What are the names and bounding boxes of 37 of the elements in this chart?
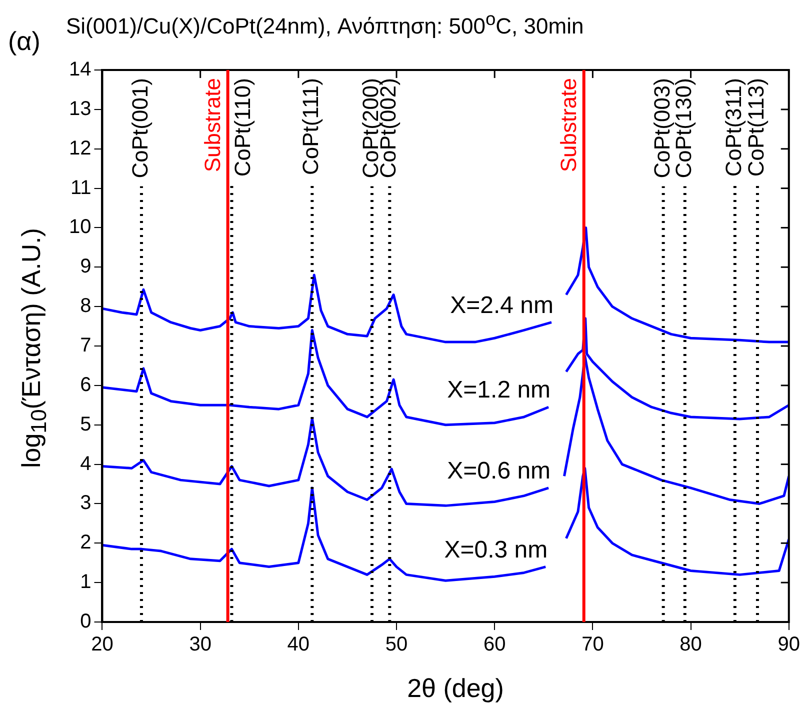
y-tick-label: 5: [80, 413, 92, 436]
x-axis-title: 2θ (deg): [406, 673, 505, 704]
series-label: X=1.2 nm: [447, 376, 551, 404]
x-tick-label: 30: [189, 634, 212, 656]
y-tick-label: 13: [68, 98, 92, 120]
y-tick-label: 1: [80, 571, 92, 594]
series-label: X=0.6 nm: [447, 458, 551, 485]
ref-line-label: CoPt(311): [720, 78, 746, 177]
x-tick-label: 80: [680, 634, 702, 656]
y-tick-label: 2: [80, 532, 92, 554]
y-tick-label: 12: [68, 137, 92, 160]
ref-line-label: CoPt(003): [649, 78, 674, 178]
y-tick-label: 11: [70, 176, 92, 199]
y-tick-label: 4: [80, 452, 92, 475]
y-tick-label: 9: [80, 256, 92, 278]
ref-line-label: CoPt(001): [128, 78, 153, 178]
x-tick-label: 70: [582, 634, 604, 656]
y-tick-label: 14: [68, 58, 92, 81]
y-tick-label: 8: [80, 295, 92, 318]
x-tick-label: 40: [287, 634, 310, 656]
y-tick-label: 3: [80, 492, 92, 514]
series-label: X=2.4 nm: [450, 292, 554, 319]
text: (α): [8, 26, 40, 57]
ref-line-label: Substrate: [556, 78, 581, 172]
series-label: X=0.3 nm: [444, 536, 548, 564]
x-tick-label: 50: [385, 634, 408, 656]
ref-line-label: Substrate: [200, 78, 225, 172]
y-tick-label: 6: [80, 374, 92, 396]
x-tick-label: 60: [483, 634, 506, 656]
chart-title: Si(001)/Cu(X)/CoPt(24nm), Ανόπτηση: 500$^{o}$C, 30min: [66, 8, 584, 40]
y-tick-label: 0: [80, 610, 92, 633]
x-tick-label: 20: [91, 634, 114, 656]
y-tick-label: 7: [80, 334, 92, 357]
ref-line-label: CoPt(111): [298, 78, 324, 176]
y-tick-label: 10: [68, 216, 92, 238]
ref-line-label: CoPt(110): [230, 78, 255, 177]
x-tick-label: 90: [778, 634, 800, 656]
